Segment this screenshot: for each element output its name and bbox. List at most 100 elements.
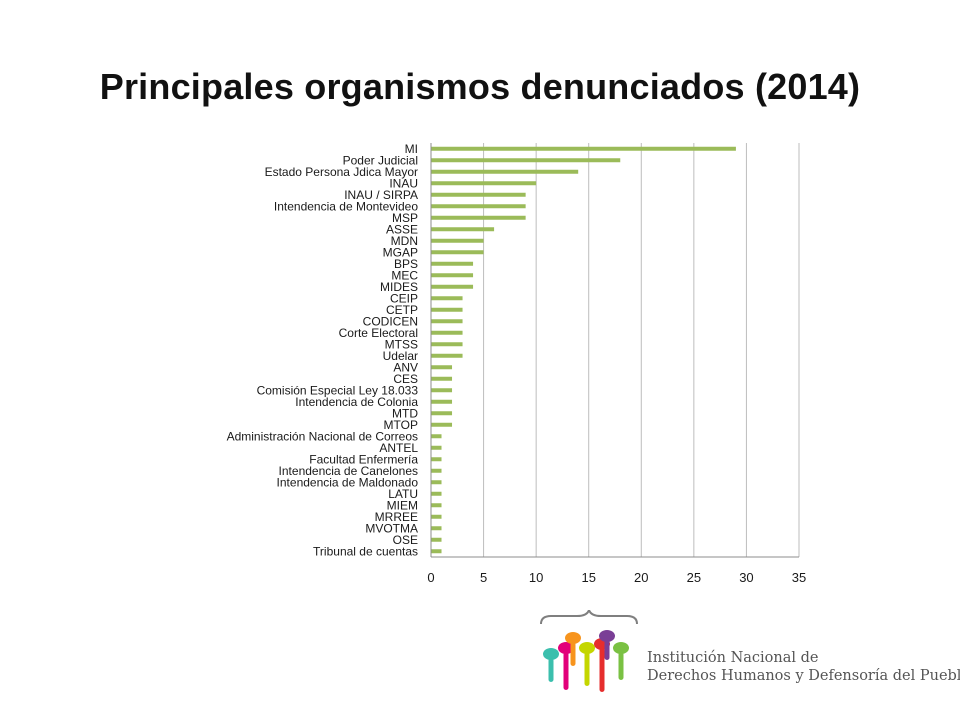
category-label: MVOTMA [365, 521, 418, 535]
bar [431, 204, 526, 209]
logo-figure-head-icon [543, 648, 559, 660]
logo-text-line-1: Institución Nacional de [647, 650, 819, 666]
category-label: MTSS [385, 337, 418, 351]
slide-title: Principales organismos denunciados (2014… [99, 66, 861, 107]
logo-figure-body-icon [618, 652, 624, 680]
bar [431, 411, 453, 416]
bar [431, 480, 442, 485]
bar [431, 215, 526, 220]
bar [431, 296, 463, 301]
logo-brace-icon [540, 606, 638, 625]
category-label: MGAP [383, 245, 418, 259]
bar [431, 434, 442, 439]
category-label: MIEM [387, 498, 418, 512]
category-label: Administración Nacional de Correos [227, 429, 418, 443]
x-tick-label: 20 [634, 570, 648, 585]
logo-figure-body-icon [570, 642, 576, 666]
gridlines [483, 143, 800, 557]
logo-figure-body-icon [584, 652, 590, 686]
logo-figure-head-icon [579, 642, 595, 654]
institution-logo: Institución Nacional de Derechos Humanos… [535, 606, 960, 710]
bar [431, 169, 579, 174]
x-tick-label: 25 [687, 570, 701, 585]
bar [431, 146, 736, 151]
logo-figure-body-icon [548, 658, 554, 682]
category-label: Intendencia de Maldonado [277, 475, 419, 489]
category-label: Estado Persona Jdica Mayor [265, 165, 418, 179]
category-label: INAU / SIRPA [344, 188, 418, 202]
x-tick-label: 0 [427, 570, 434, 585]
logo-figure-head-icon [599, 630, 615, 642]
category-label: CES [393, 372, 418, 386]
bar [431, 514, 442, 519]
bar [431, 261, 474, 266]
people-figures-logo-icon [540, 606, 638, 692]
logo-figure-body-icon [604, 640, 610, 660]
category-label: CETP [386, 303, 418, 317]
category-label: Corte Electoral [339, 326, 418, 340]
logo-figure-head-icon [565, 632, 581, 644]
category-label: MIDES [380, 280, 418, 294]
category-label: ANV [393, 360, 418, 374]
bar [431, 422, 453, 427]
bar [431, 273, 474, 278]
category-label: Intendencia de Colonia [295, 395, 418, 409]
category-label: Udelar [383, 349, 418, 363]
category-label: MEC [391, 268, 418, 282]
bar [431, 526, 442, 531]
bar [431, 457, 442, 462]
bar [431, 399, 453, 404]
bar [431, 537, 442, 542]
category-label: LATU [388, 487, 418, 501]
category-label: Poder Judicial [343, 153, 418, 167]
category-label: Intendencia de Canelones [279, 464, 418, 478]
category-label: Facultad Enfermería [309, 452, 418, 466]
bar [431, 353, 463, 358]
bars [431, 146, 736, 554]
bar [431, 307, 463, 312]
category-label: Tribunal de cuentas [313, 544, 418, 558]
logo-text-line-2: Derechos Humanos y Defensoría del Pueblo [647, 668, 960, 684]
bar [431, 376, 453, 381]
bar [431, 468, 442, 473]
x-tick-label: 30 [739, 570, 753, 585]
bar [431, 549, 442, 554]
category-label: Comisión Especial Ley 18.033 [257, 383, 419, 397]
category-label: MTD [392, 406, 418, 420]
x-tick-label: 35 [792, 570, 806, 585]
x-tick-label: 15 [581, 570, 595, 585]
category-label: BPS [394, 257, 418, 271]
bar [431, 158, 621, 163]
axes [430, 143, 799, 558]
bar [431, 330, 463, 335]
logo-figure-head-icon [558, 642, 574, 654]
bar [431, 365, 453, 370]
category-label: Intendencia de Montevideo [274, 199, 418, 213]
category-label: ANTEL [379, 441, 418, 455]
category-label: CODICEN [363, 314, 418, 328]
category-label: MRREE [375, 510, 418, 524]
bar [431, 388, 453, 393]
category-label: INAU [389, 176, 418, 190]
x-tick-label: 10 [529, 570, 543, 585]
bar [431, 181, 537, 186]
bar [431, 250, 484, 255]
bar [431, 284, 474, 289]
bar [431, 238, 484, 243]
category-label: OSE [393, 533, 418, 547]
logo-figures [543, 630, 629, 692]
category-label: ASSE [386, 222, 418, 236]
bar [431, 227, 495, 232]
bar [431, 319, 463, 324]
bar [431, 192, 526, 197]
x-tick-label: 5 [480, 570, 487, 585]
x-tick-labels: 0 5 10 15 20 25 30 35 [427, 570, 806, 585]
category-label: MDN [391, 234, 418, 248]
category-label: MTOP [384, 418, 418, 432]
category-label: MSP [392, 211, 418, 225]
bar [431, 445, 442, 450]
category-label: CEIP [390, 291, 418, 305]
bar [431, 491, 442, 496]
